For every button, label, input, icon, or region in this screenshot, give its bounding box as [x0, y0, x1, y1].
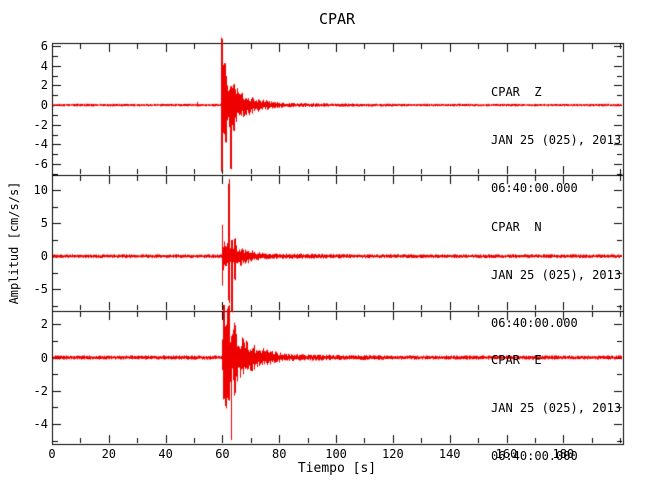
y-tick-label: 4: [40, 58, 48, 73]
y-tick-label: -2: [33, 383, 48, 398]
y-tick-label: 0: [40, 249, 48, 264]
x-tick-label: 160: [495, 447, 518, 461]
station-component-label: CPAR N: [491, 220, 542, 234]
time-label: 06:40:00.000: [491, 181, 578, 195]
y-tick-label: 5: [40, 216, 48, 231]
plot-title: CPAR: [318, 10, 356, 28]
x-tick-label: 20: [101, 447, 117, 461]
x-axis-title: Tiempo [s]: [297, 461, 377, 476]
x-tick-label: 120: [382, 447, 404, 461]
y-tick-label: 2: [40, 78, 48, 93]
x-tick-label: 100: [325, 447, 347, 461]
date-label: JAN 25 (025), 2013: [491, 268, 622, 282]
panel-n-annotation: CPAR N JAN 25 (025), 2013 06:40:00.000: [491, 187, 621, 363]
y-tick-label: -4: [33, 137, 48, 152]
x-tick-label: 80: [272, 447, 287, 461]
y-tick-label: 10: [33, 183, 48, 198]
date-label: JAN 25 (025), 2013: [491, 133, 622, 147]
y-tick-label: -6: [33, 157, 48, 172]
y-tick-label: 0: [40, 98, 48, 113]
x-tick-label: 180: [552, 447, 575, 461]
station-component-label: CPAR Z: [491, 85, 542, 99]
y-tick-label: -2: [33, 117, 48, 132]
y-tick-label: -5: [33, 282, 48, 297]
panel-z-annotation: CPAR Z JAN 25 (025), 2013 06:40:00.000: [491, 52, 621, 228]
station-component-label: CPAR E: [491, 353, 542, 367]
y-tick-label: -4: [33, 417, 48, 432]
x-tick-label: 0: [48, 447, 56, 461]
time-label: 06:40:00.000: [491, 316, 578, 330]
x-tick-label: 140: [438, 447, 461, 461]
panel-e-annotation: CPAR E JAN 25 (025), 2013 06:40:00.000: [491, 320, 621, 496]
time-label: 06:40:00.000: [491, 449, 578, 463]
date-label: JAN 25 (025), 2013: [491, 401, 622, 415]
x-tick-label: 40: [158, 447, 173, 461]
y-tick-label: 0: [40, 350, 48, 365]
x-tick-label: 60: [215, 447, 230, 461]
y-tick-label: 2: [40, 317, 48, 332]
y-tick-label: 6: [40, 38, 48, 53]
